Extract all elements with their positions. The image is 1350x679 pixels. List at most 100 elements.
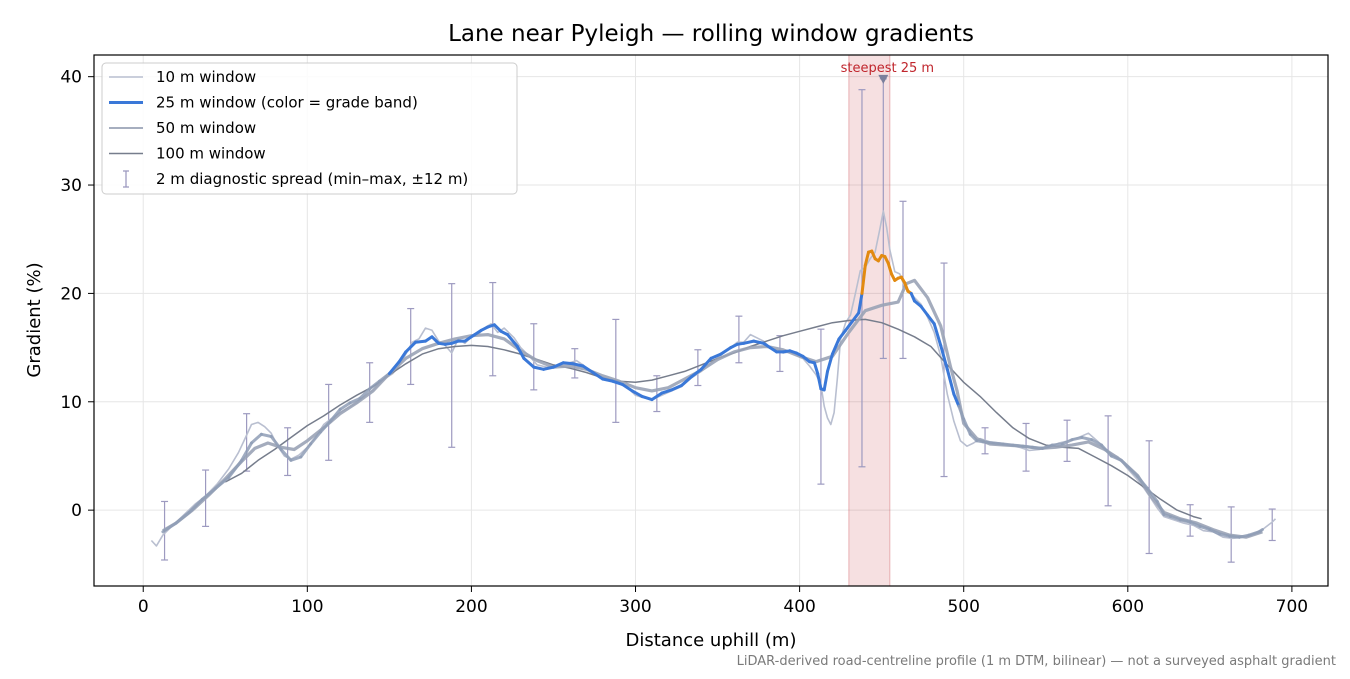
series-25m-segment	[289, 455, 303, 462]
series-25m-segment	[903, 281, 910, 293]
legend-box	[101, 62, 518, 195]
series-25m-segment	[620, 382, 634, 393]
series-25m-segment	[919, 304, 930, 317]
x-tick-label: 300	[619, 597, 651, 617]
series-25m-segment	[1070, 436, 1084, 442]
series-25m-segment	[1031, 445, 1044, 450]
series-25m-segment	[1136, 475, 1149, 490]
legend-item: 10 m window	[109, 68, 256, 86]
series-25m-segment	[404, 340, 418, 354]
x-tick-label: 100	[291, 597, 323, 617]
series-25m-segment	[397, 350, 408, 364]
series-25m-segment	[1050, 442, 1064, 447]
series-25m-segment	[1080, 436, 1094, 442]
series-25m-segment	[1188, 520, 1202, 528]
series-25m-segment	[463, 333, 477, 343]
series-25m-segment	[830, 337, 841, 356]
series-25m-segment	[1178, 518, 1192, 524]
series-25m-segment	[660, 388, 674, 395]
steepest-marker	[878, 74, 889, 84]
y-axis-label: Gradient (%)	[24, 262, 45, 377]
series-25m-segment	[611, 379, 624, 386]
error-bar	[653, 375, 661, 413]
series-25m-segment	[857, 291, 864, 315]
series-25m-segment	[850, 311, 861, 324]
series-25m-segment	[926, 313, 936, 326]
legend-item: 50 m window	[109, 119, 256, 137]
series-25m-segment	[250, 432, 263, 445]
series-25m-segment	[640, 394, 654, 402]
legend-item: 25 m window (color = grade band)	[109, 94, 418, 112]
series-25m-segment	[719, 346, 733, 356]
series-25m-segment	[187, 497, 204, 514]
series-25m-segment	[1146, 487, 1159, 503]
legend-item: 2 m diagnostic spread (min–max, ±12 m)	[123, 170, 468, 188]
series-25m-segment	[1228, 534, 1241, 539]
series-25m-segment	[822, 369, 829, 392]
series-25m-segment	[259, 432, 273, 438]
legend-item: 100 m window	[109, 145, 266, 163]
series-25m-segment	[532, 365, 546, 371]
error-bar	[858, 89, 866, 468]
series-25m-segment	[886, 261, 893, 276]
series-25m-segment	[826, 352, 834, 373]
series-25m-segment	[387, 360, 401, 376]
series-25m-segment	[492, 323, 503, 333]
error-bar	[694, 349, 702, 387]
legend-label: 25 m window (color = grade band)	[156, 94, 418, 112]
series-25m-segment	[414, 339, 427, 344]
y-tick-label: 20	[60, 284, 82, 304]
series-25m-segment	[368, 379, 381, 391]
x-tick-label: 500	[947, 597, 979, 617]
error-bar	[735, 315, 743, 364]
series-25m-segment	[1169, 515, 1182, 522]
series-25m-segment	[1100, 443, 1113, 458]
legend-label: 50 m window	[156, 119, 256, 137]
series-25m-segment	[991, 441, 1005, 446]
series-25m-segment	[957, 404, 966, 421]
series-25m-segment	[571, 362, 585, 368]
series-25m-segment	[1155, 500, 1166, 516]
series-25m-segment	[1090, 438, 1103, 447]
error-bar	[1104, 415, 1112, 507]
series-25m-segment	[1109, 454, 1123, 462]
series-25m-segment	[860, 263, 867, 295]
series-25m-segment	[1041, 443, 1054, 450]
series-25m-segment	[1021, 444, 1035, 449]
series-25m-segment	[430, 335, 441, 345]
series-25m-segment	[1126, 465, 1140, 478]
plot-layer: steepest 25 m	[150, 61, 1277, 563]
footnote: LiDAR-derived road-centreline profile (1…	[737, 654, 1336, 669]
x-tick-label: 200	[455, 597, 487, 617]
series-25m-segment	[522, 356, 536, 369]
series-25m-segment	[1198, 524, 1212, 532]
series-25m-segment	[581, 364, 595, 374]
series-25m-segment	[561, 361, 575, 366]
series-25m-segment	[279, 448, 293, 462]
axis-layer: 0 100 200 300 400 500 600 700 0 10 20 30 40	[60, 68, 1308, 617]
series-25m-segment	[837, 328, 848, 341]
series-25m-segment	[506, 333, 519, 348]
error-bar	[817, 328, 825, 485]
steepest-label: steepest 25 m	[841, 61, 934, 76]
series-25m-segment	[200, 487, 217, 501]
series-25m-segment	[650, 391, 664, 402]
series-25m-segment	[542, 365, 555, 371]
series-25m-segment	[1001, 442, 1015, 447]
series-25m-segment	[348, 397, 362, 405]
series-25m-segment	[844, 320, 854, 332]
series-25m-segment	[962, 417, 972, 436]
series-25m-segment	[680, 375, 693, 387]
series-25m-segment	[1257, 528, 1264, 534]
y-tick-label: 10	[60, 393, 82, 413]
series-25m-segment	[378, 372, 391, 383]
y-tick-label: 40	[60, 68, 82, 88]
series-25m-segment	[1218, 532, 1231, 538]
series-25m-segment	[742, 339, 756, 345]
legend-label: 100 m window	[156, 145, 266, 163]
series-25m-segment	[945, 367, 956, 396]
series-25m-segment	[1060, 438, 1074, 446]
series-25m-segment	[227, 458, 244, 480]
